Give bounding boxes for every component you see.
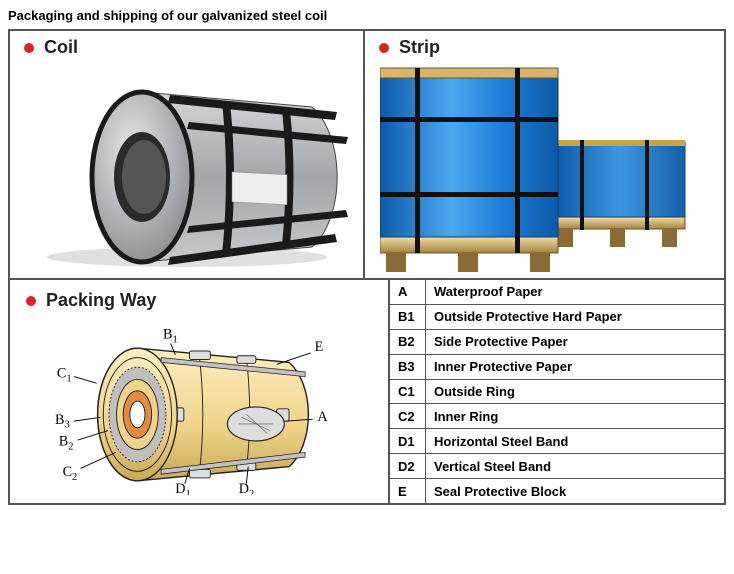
coil-image <box>20 62 353 272</box>
legend-row: B1Outside Protective Hard Paper <box>390 304 725 329</box>
legend-desc: Inner Ring <box>426 404 725 429</box>
legend-row: D1Horizontal Steel Band <box>390 429 725 454</box>
coil-heading-text: Coil <box>44 37 78 58</box>
legend-desc: Side Protective Paper <box>426 329 725 354</box>
strip-heading-text: Strip <box>399 37 440 58</box>
legend-code: B3 <box>390 354 426 379</box>
legend-desc: Outside Ring <box>426 379 725 404</box>
content-box: Coil <box>8 29 726 505</box>
bullet-icon <box>24 43 34 53</box>
legend-code: D2 <box>390 454 426 479</box>
packing-cell: Packing Way <box>9 279 389 504</box>
svg-text:C2: C2 <box>63 464 78 483</box>
strip-image <box>375 62 714 272</box>
packing-heading-text: Packing Way <box>46 290 156 311</box>
legend-desc: Inner Protective Paper <box>426 354 725 379</box>
page-title: Packaging and shipping of our galvanized… <box>8 8 726 23</box>
legend-row: C1Outside Ring <box>390 379 725 404</box>
svg-text:D1: D1 <box>175 481 190 495</box>
legend-desc: Outside Protective Hard Paper <box>426 304 725 329</box>
legend-row: AWaterproof Paper <box>390 280 725 305</box>
legend-row: B2Side Protective Paper <box>390 329 725 354</box>
svg-text:E: E <box>315 339 324 355</box>
svg-text:B3: B3 <box>55 412 70 431</box>
bullet-icon <box>379 43 389 53</box>
packing-diagram: B1 C1 B3 B2 C2 D1 D2 A E <box>22 315 376 495</box>
svg-text:B2: B2 <box>59 434 74 453</box>
legend-code: D1 <box>390 429 426 454</box>
legend-row: D2Vertical Steel Band <box>390 454 725 479</box>
legend-table: AWaterproof PaperB1Outside Protective Ha… <box>389 279 725 504</box>
top-row: Coil <box>9 30 725 279</box>
legend-code: E <box>390 479 426 504</box>
legend-desc: Waterproof Paper <box>426 280 725 305</box>
legend-row: B3Inner Protective Paper <box>390 354 725 379</box>
svg-text:C1: C1 <box>57 366 72 385</box>
legend-desc: Vertical Steel Band <box>426 454 725 479</box>
legend-code: C2 <box>390 404 426 429</box>
legend-row: C2Inner Ring <box>390 404 725 429</box>
strip-cell: Strip <box>364 30 725 279</box>
strip-heading: Strip <box>375 37 714 58</box>
coil-cell: Coil <box>9 30 364 279</box>
legend-code: C1 <box>390 379 426 404</box>
svg-text:B1: B1 <box>163 327 178 346</box>
svg-text:A: A <box>317 409 328 425</box>
coil-heading: Coil <box>20 37 353 58</box>
legend-code: B1 <box>390 304 426 329</box>
legend-desc: Horizontal Steel Band <box>426 429 725 454</box>
legend-desc: Seal Protective Block <box>426 479 725 504</box>
legend-code: B2 <box>390 329 426 354</box>
svg-text:D2: D2 <box>239 481 254 495</box>
legend-row: ESeal Protective Block <box>390 479 725 504</box>
legend-cell: AWaterproof PaperB1Outside Protective Ha… <box>389 279 725 504</box>
legend-code: A <box>390 280 426 305</box>
bottom-row: Packing Way <box>9 279 725 504</box>
packing-heading: Packing Way <box>22 290 376 311</box>
bullet-icon <box>26 296 36 306</box>
